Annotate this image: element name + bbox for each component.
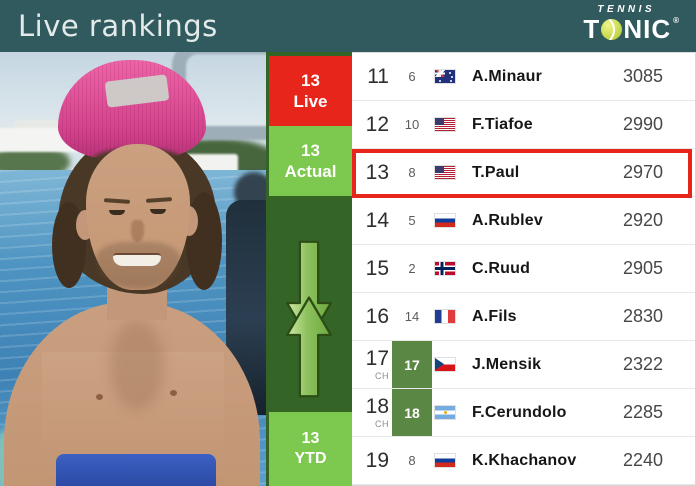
previous-rank: 8 (408, 453, 416, 468)
player-name: K.Khachanov (472, 451, 577, 469)
table-row-rank-15: 15 2 C.Ruud 2905 (352, 245, 695, 293)
points-value: 2830 (622, 306, 663, 326)
page-title: Live rankings (18, 9, 218, 43)
points-value: 2240 (622, 450, 663, 470)
ytd-rank-label: YTD (294, 450, 327, 467)
photo-blue-shorts (56, 454, 216, 486)
logo-word-tonic: T NIC ® (583, 16, 680, 42)
player-name: J.Mensik (472, 355, 542, 373)
career-high-label: CH (375, 419, 389, 429)
flag-russia-icon (435, 454, 455, 467)
points-value: 2905 (622, 258, 663, 278)
previous-rank: 8 (408, 165, 416, 180)
header-bar: Live rankings TENNIS T NIC ® (0, 0, 696, 52)
table-row-rank-19: 19 8 K.Khachanov 2240 (352, 437, 695, 485)
flag-russia-icon (435, 214, 455, 227)
previous-rank: 6 (408, 69, 416, 84)
table-row-rank-18: 18 CH 18 F.Cerundolo 2285 (352, 389, 695, 437)
live-rank-value: 13 (301, 70, 320, 90)
logo-letter-t: T (583, 14, 601, 44)
photo-eye (109, 210, 125, 215)
logo-letters-nic: NIC (623, 14, 672, 44)
rank-value: 14 (365, 209, 389, 232)
rank-value: 18 (365, 395, 389, 418)
career-high-badge: 18 (392, 389, 432, 436)
rankings-table: 11 6 A.Minaur 3085 12 10 F.Tiafoe 2990 1… (352, 52, 696, 486)
previous-rank: 5 (408, 213, 416, 228)
flag-norway-icon (435, 262, 455, 275)
photo-eye (150, 209, 166, 214)
table-row-rank-12: 12 10 F.Tiafoe 2990 (352, 101, 695, 149)
photo-chest-shading (110, 320, 164, 410)
previous-rank: 14 (404, 309, 420, 324)
points-value: 2970 (622, 162, 663, 182)
player-photo (0, 52, 266, 486)
tennis-tonic-logo: TENNIS T NIC ® (583, 4, 680, 43)
points-value: 2285 (622, 402, 663, 422)
previous-rank: 10 (404, 117, 420, 132)
player-name: F.Tiafoe (472, 115, 533, 133)
player-name: F.Cerundolo (472, 403, 567, 421)
table-row-rank-17: 17 CH 17 J.Mensik 2322 (352, 341, 695, 389)
actual-rank-label: Actual (284, 162, 337, 181)
flag-czech-republic-icon (435, 358, 455, 371)
rank-value: 12 (365, 113, 389, 136)
tennis-ball-icon (601, 18, 623, 40)
table-row-rank-13-highlighted: 13 8 T.Paul 2970 (352, 149, 695, 197)
previous-rank: 2 (408, 261, 416, 276)
table-row-rank-11: 11 6 A.Minaur 3085 (352, 53, 695, 101)
flag-usa-icon (435, 166, 455, 179)
flag-argentina-icon (435, 406, 455, 419)
actual-rank-box: 13 Actual (269, 126, 352, 196)
points-value: 2920 (622, 210, 663, 230)
ytd-rank-value: 13 (301, 430, 320, 447)
registered-mark: ® (673, 16, 680, 25)
live-rank-box: 13 Live (269, 56, 352, 126)
player-name: A.Rublev (472, 211, 543, 229)
table-row-rank-14: 14 5 A.Rublev 2920 (352, 197, 695, 245)
flag-australia-icon (435, 70, 455, 83)
points-value: 2322 (622, 354, 663, 374)
ytd-rank-box: 13 YTD (269, 412, 352, 486)
photo-smile (113, 253, 161, 266)
rank-value: 19 (365, 449, 389, 472)
player-name: A.Minaur (472, 67, 543, 85)
rank-value: 15 (365, 257, 389, 280)
player-name: C.Ruud (472, 259, 531, 277)
rank-summary-panel: 13 Live 13 Actual 13 YTD (266, 52, 352, 486)
photo-detail (96, 394, 103, 400)
photo-nose (131, 220, 144, 242)
photo-detail (170, 390, 177, 396)
flag-france-icon (435, 310, 455, 323)
points-value: 3085 (622, 66, 663, 86)
rank-value: 17 (365, 347, 389, 370)
rank-value: 16 (365, 305, 389, 328)
career-high-label: CH (375, 371, 389, 381)
points-value: 2990 (622, 114, 663, 134)
live-rank-label: Live (293, 92, 328, 111)
flag-usa-icon (435, 118, 455, 131)
rank-movement-arrows-icon (266, 234, 352, 404)
table-row-rank-16: 16 14 A.Fils 2830 (352, 293, 695, 341)
career-high-badge: 17 (392, 341, 432, 388)
rank-value: 11 (367, 65, 389, 88)
rank-value: 13 (365, 161, 389, 184)
player-name: A.Fils (472, 307, 517, 325)
photo-pink-cap (58, 60, 206, 160)
player-name: T.Paul (472, 163, 520, 181)
actual-rank-value: 13 (301, 140, 320, 160)
logo-word-tennis: TENNIS (597, 4, 656, 15)
